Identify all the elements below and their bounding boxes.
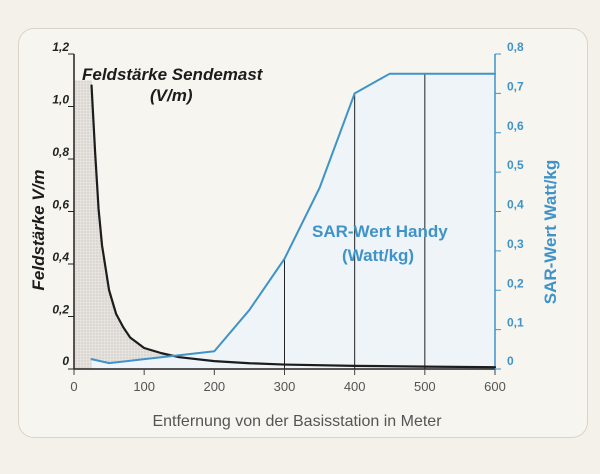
sar-line [90, 72, 496, 365]
y-left-tick-label-0,4: 0,4 [52, 250, 69, 264]
sar-area [91, 73, 496, 369]
y-right-tick-label-0,5: 0,5 [507, 158, 524, 172]
field-strength-line [90, 84, 497, 369]
y-left-tick-label-0,6: 0,6 [52, 198, 69, 212]
y-left-tick-label-0,2: 0,2 [52, 303, 69, 317]
series-label-sar-line1: SAR-Wert Handy [312, 222, 448, 241]
y-right-tick-label-0,7: 0,7 [507, 79, 524, 93]
y-right-tick-label-0,3: 0,3 [507, 237, 524, 251]
x-tick-label-600: 600 [484, 379, 506, 394]
x-tick-label-400: 400 [344, 379, 366, 394]
x-tick-label-500: 500 [414, 379, 436, 394]
series-label-field-strength-line2: (V/m) [150, 86, 193, 105]
series-label-sar-line2: (Watt/kg) [342, 246, 414, 265]
y-right-tick-label-0: 0 [507, 354, 514, 368]
field-strength-area [91, 85, 496, 369]
y-axis-left-label: Feldstärke V/m [29, 170, 48, 291]
y-left-tick-label-1,0: 1,0 [52, 93, 69, 107]
y-right-tick-label-0,8: 0,8 [507, 40, 524, 54]
x-tick-label-300: 300 [274, 379, 296, 394]
x-axis-label: Entfernung von der Basisstation in Meter [152, 413, 442, 430]
x-tick-label-0: 0 [70, 379, 77, 394]
y-right-tick-label-0,2: 0,2 [507, 276, 524, 290]
near-zone-shading [74, 80, 92, 369]
y-right-tick-label-0,1: 0,1 [507, 316, 524, 330]
y-left-tick-label-0,8: 0,8 [52, 145, 69, 159]
series-label-field-strength-line1: Feldstärke Sendemast [82, 65, 264, 84]
y-left-tick-label-0: 0 [62, 354, 69, 368]
x-tick-label-100: 100 [133, 379, 155, 394]
x-tick-label-200: 200 [203, 379, 225, 394]
y-axis-right-label: SAR-Wert Watt/kg [541, 160, 560, 305]
y-right-tick-label-0,6: 0,6 [507, 119, 524, 133]
y-left-tick-label-1,2: 1,2 [52, 40, 69, 54]
y-right-tick-label-0,4: 0,4 [507, 198, 524, 212]
